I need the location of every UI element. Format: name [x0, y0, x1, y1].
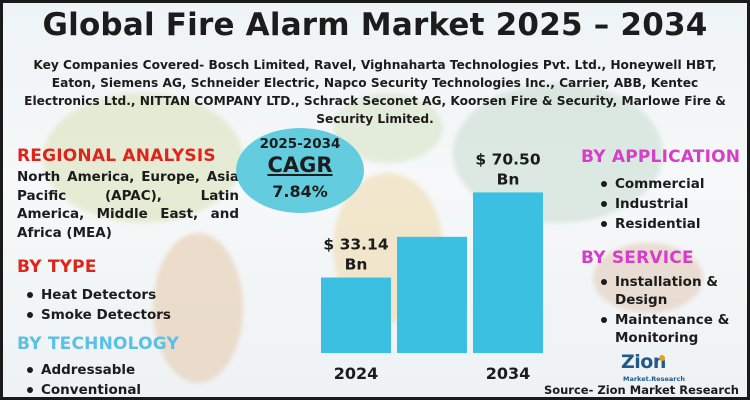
bar-2034: [473, 192, 543, 353]
list-item: Installation & Design: [599, 273, 739, 309]
by-type-heading: BY TYPE: [17, 257, 97, 277]
by-service-heading: BY SERVICE: [581, 248, 694, 268]
by-application-list: Commercial Industrial Residential: [599, 175, 705, 235]
list-item: Conventional: [25, 381, 141, 397]
list-item: Smoke Detectors: [25, 306, 171, 324]
map-north-america-shape: [43, 93, 243, 223]
page-title: Global Fire Alarm Market 2025 – 2034: [42, 7, 708, 43]
key-companies-text: Key Companies Covered- Bosch Limited, Ra…: [24, 58, 726, 126]
by-technology-heading: BY TECHNOLOGY: [17, 334, 180, 354]
by-type-list: Heat Detectors Smoke Detectors: [25, 286, 171, 326]
bar-2024: [321, 277, 391, 353]
map-south-america-shape: [153, 233, 243, 383]
data-label-2024: $ 33.14 Bn: [323, 236, 388, 274]
list-item: Heat Detectors: [25, 286, 171, 304]
zion-logo: Zion Market.Research: [615, 351, 685, 385]
cagr-badge: 2025-2034 CAGR 7.84%: [236, 128, 364, 213]
x-tick-label-2034: 2034: [486, 364, 531, 383]
source-text: Source- Zion Market Research: [543, 383, 739, 397]
list-item: Addressable: [25, 361, 141, 379]
by-technology-list: Addressable Conventional: [25, 361, 141, 397]
cagr-value: 7.84%: [272, 182, 328, 201]
by-service-list: Installation & Design Maintenance & Moni…: [599, 273, 739, 349]
market-size-bar-chart: $ 33.14 Bn 2024 $ 70.50 Bn 2034: [321, 150, 543, 383]
bar-mid: [397, 236, 467, 353]
regional-analysis-text: North America, Europe, Asia Pacific (APA…: [17, 169, 239, 241]
list-item: Industrial: [599, 195, 705, 213]
by-application-heading: BY APPLICATION: [581, 147, 741, 167]
logo-subtext: Market.Research: [623, 375, 685, 383]
list-item: Maintenance & Monitoring: [599, 311, 739, 347]
logo-name: Zion: [621, 351, 666, 373]
list-item: Commercial: [599, 175, 705, 193]
cagr-years: 2025-2034: [259, 136, 341, 152]
x-tick-label-2024: 2024: [334, 364, 379, 383]
map-oceania-shape: [593, 243, 703, 313]
regional-analysis-heading: REGIONAL ANALYSIS: [17, 146, 216, 166]
data-label-2034: $ 70.50 Bn: [475, 150, 540, 188]
logo-dot-icon: [659, 355, 665, 361]
cagr-label: CAGR: [267, 153, 333, 177]
list-item: Residential: [599, 215, 705, 233]
